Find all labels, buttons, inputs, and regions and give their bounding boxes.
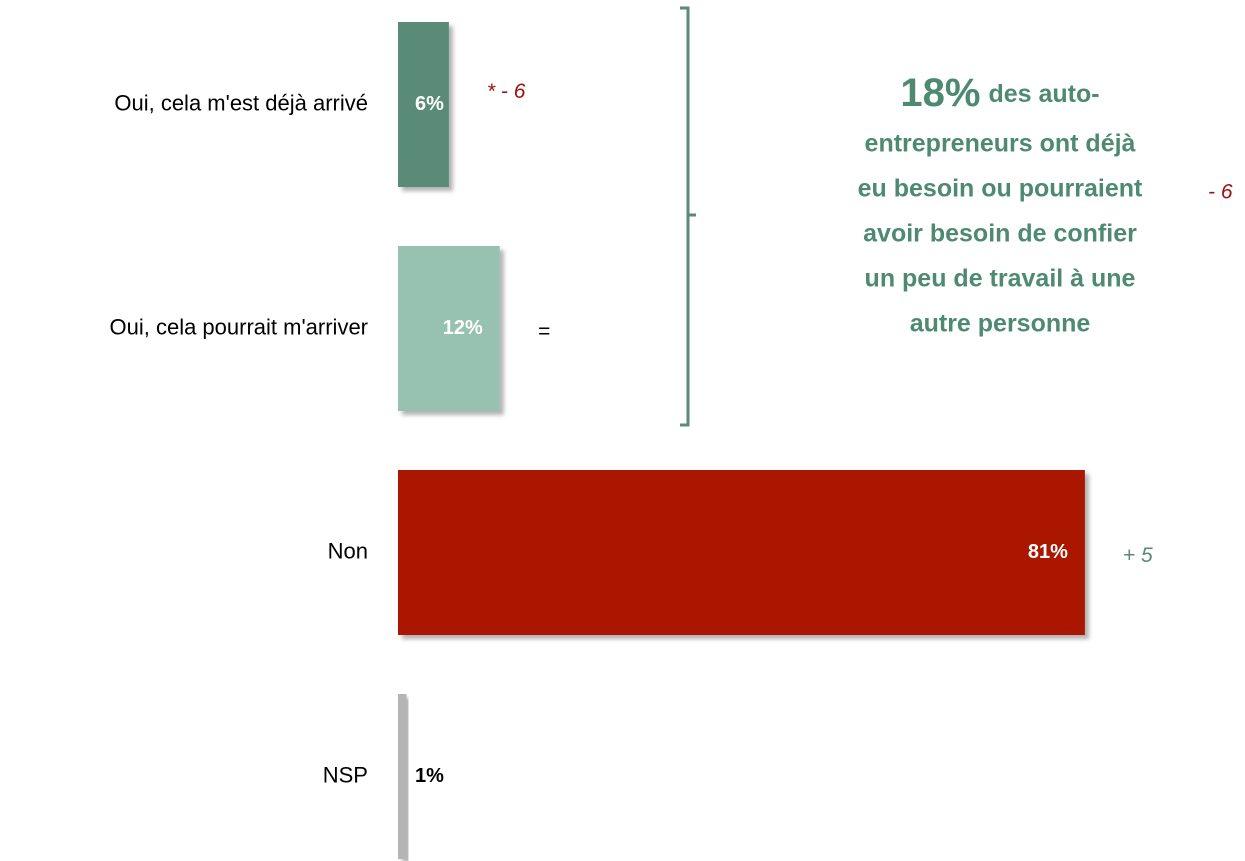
annotation-line: avoir besoin de confier [863,220,1137,248]
bar [398,694,407,859]
annotation-line: autre personne [910,310,1091,338]
annotation-change: - 6 [1208,181,1233,204]
category-label: Non [328,538,368,563]
bar [398,246,500,411]
category-label: Oui, cela m'est déjà arrivé [114,90,368,115]
annotation-line: eu besoin ou pourraient [858,175,1143,203]
value-label: 1% [415,765,444,787]
category-label: Oui, cela pourrait m'arriver [110,314,369,339]
change-label: + 5 [1123,544,1153,567]
annotation-line: 18% des auto- [900,71,1099,115]
annotation-line: entrepreneurs ont déjà [865,130,1136,158]
bar [398,22,449,187]
value-label: 6% [415,93,444,115]
category-label: NSP [323,762,368,787]
annotation-highlight: 18% [900,71,980,115]
annotation-text: des auto- [988,80,1099,108]
value-label: 81% [1028,541,1068,563]
bracket [680,6,696,427]
change-label: = [538,320,550,343]
annotation: 18% des auto-entrepreneurs ont déjà eu bes… [858,71,1233,338]
change-label: * - 6 [487,80,526,103]
value-label: 12% [443,317,483,339]
annotation-line: un peu de travail à une [865,265,1136,293]
bar [398,470,1085,635]
